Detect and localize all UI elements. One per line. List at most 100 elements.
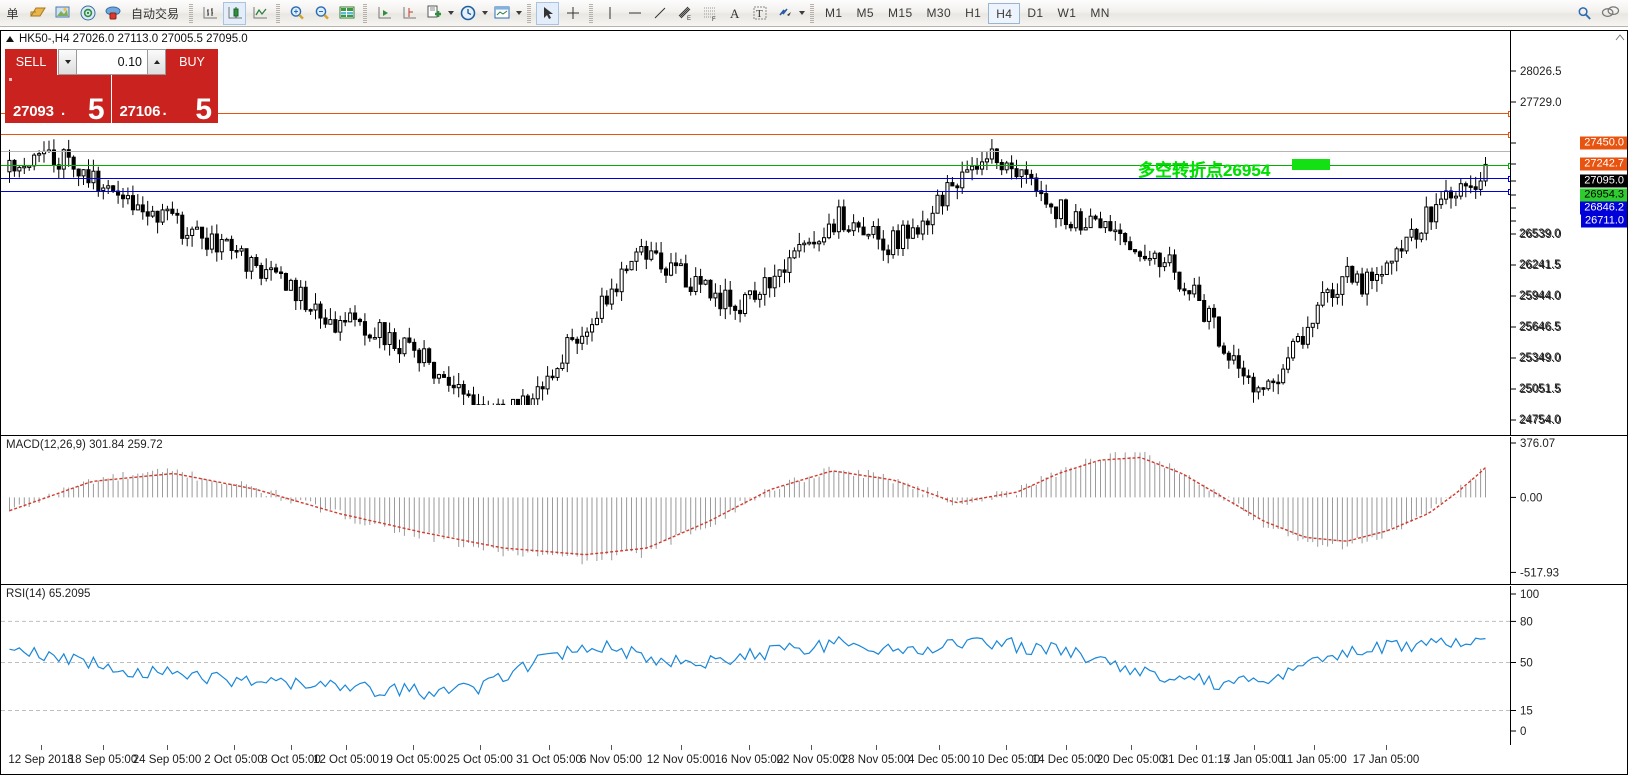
time-axis-tick: [167, 745, 168, 750]
macd-scale[interactable]: 376.07 0.00 -517.93: [1510, 437, 1627, 584]
chart-window: HK50-,H4 27026.0 27113.0 27005.5 27095.0: [0, 30, 1628, 775]
text-label-icon[interactable]: A: [723, 2, 746, 25]
fibonacci-icon[interactable]: F: [698, 2, 721, 25]
crosshair-icon[interactable]: [561, 2, 584, 25]
timeframe-m1[interactable]: M1: [825, 5, 843, 20]
price-tag-27450: 27450.0: [1580, 136, 1627, 150]
signals-icon[interactable]: [76, 2, 99, 25]
timeframe-m30[interactable]: M30: [926, 5, 952, 20]
volume-decrease-icon[interactable]: [59, 50, 77, 74]
price-scale[interactable]: 28026.5 27729.0 26539.0 26241.5 25944.0 25646…: [1510, 31, 1627, 435]
toolbar-separator: [189, 3, 194, 23]
new-order-icon[interactable]: 单: [6, 6, 19, 21]
price-plot[interactable]: 多空转折点26954: [1, 31, 1510, 435]
svg-text:A: A: [730, 6, 740, 21]
market-icon[interactable]: [101, 2, 124, 25]
rsi-series: [1, 620, 1510, 711]
collapse-triangle-icon[interactable]: [6, 36, 14, 42]
time-axis-tick: [876, 745, 877, 750]
chat-icon[interactable]: [1601, 5, 1620, 22]
time-axis-label: 8 Oct 05:00: [261, 754, 321, 766]
chevron-down-icon[interactable]: [797, 2, 806, 25]
add-indicator-icon[interactable]: [422, 2, 445, 25]
time-axis-label: 12 Sep 2018: [8, 754, 74, 766]
timeframe-d1[interactable]: D1: [1027, 5, 1044, 20]
svg-text:376.07: 376.07: [1520, 438, 1555, 450]
chart-shift-icon[interactable]: [397, 2, 420, 25]
macd-plot[interactable]: [1, 437, 1510, 584]
zoom-out-icon[interactable]: [310, 2, 333, 25]
svg-text:F: F: [712, 17, 716, 22]
timeframe-h1[interactable]: H1: [965, 5, 982, 20]
buy-button[interactable]: BUY: [166, 49, 218, 75]
chevron-down-icon[interactable]: [480, 2, 489, 25]
template-icon[interactable]: [490, 2, 513, 25]
time-axis-tick: [234, 745, 235, 750]
volume-stepper[interactable]: 0.10: [58, 49, 166, 75]
time-axis-label: 6 Nov 05:00: [579, 754, 643, 766]
equidistant-channel-icon[interactable]: E: [673, 2, 696, 25]
time-axis-label: 12 Oct 05:00: [313, 754, 379, 766]
arrows-icon[interactable]: [773, 2, 796, 25]
time-axis[interactable]: 12 Sep 2018 18 Sep 05:00 24 Sep 05:00 2 Oct…: [1, 745, 1627, 774]
timeframe-h4[interactable]: H4: [988, 2, 1021, 24]
period-clock-icon[interactable]: [456, 2, 479, 25]
data-window-icon[interactable]: [335, 2, 358, 25]
time-axis-tick: [1066, 745, 1067, 750]
toolbar-separator: [589, 3, 594, 23]
chevron-down-icon[interactable]: [446, 2, 455, 25]
price-axis-label: 25944.0: [1519, 290, 1561, 302]
price-axis-label: 26539.0: [1519, 228, 1561, 240]
horizontal-line-icon[interactable]: [623, 2, 646, 25]
price-line-26711[interactable]: [1, 189, 1510, 195]
time-axis-label: 31 Dec 01:15: [1161, 754, 1231, 766]
chevron-down-icon[interactable]: [514, 2, 523, 25]
price-axis-label: 25349.0: [1519, 352, 1561, 364]
autotrade-button[interactable]: 自动交易: [131, 6, 180, 21]
price-line-27450[interactable]: [1, 111, 1510, 117]
rsi-plot[interactable]: [1, 586, 1510, 745]
volume-increase-icon[interactable]: [147, 50, 165, 74]
time-axis-tick: [1006, 745, 1007, 750]
line-chart-icon[interactable]: [248, 2, 271, 25]
bar-chart-icon[interactable]: [198, 2, 221, 25]
svg-text:0: 0: [1520, 726, 1526, 738]
price-line-26954[interactable]: [1, 163, 1510, 169]
trendline-icon[interactable]: [648, 2, 671, 25]
price-tag-27095: 27095.0: [1580, 174, 1627, 188]
price-line-27095: [1, 151, 1510, 152]
timeframe-m15[interactable]: M15: [887, 5, 913, 20]
volume-input[interactable]: 0.10: [77, 50, 147, 74]
bid-indicator-dot: [9, 78, 12, 81]
cursor-icon[interactable]: [536, 1, 560, 25]
timeframe-m5[interactable]: M5: [856, 5, 874, 20]
candlestick-chart-icon[interactable]: [223, 1, 247, 25]
time-axis-tick: [749, 745, 750, 750]
rsi-scale[interactable]: 100 80 50 15 0: [1510, 586, 1627, 745]
svg-text:25349.0: 25349.0: [1520, 353, 1562, 365]
sell-button[interactable]: SELL: [5, 49, 58, 75]
sell-price-int: 27093: [13, 103, 54, 120]
zoom-in-icon[interactable]: [285, 2, 308, 25]
price-line-26846[interactable]: [1, 176, 1510, 182]
price-tag-26711: 26711.0: [1581, 214, 1627, 228]
folder-icon[interactable]: [26, 2, 49, 25]
price-axis-label: 25646.5: [1519, 321, 1561, 333]
time-axis-label: 22 Nov 05:00: [776, 754, 846, 766]
buy-price-dot: .: [162, 102, 167, 119]
time-axis-label: 11 Jan 05:00: [1281, 754, 1347, 766]
buy-price[interactable]: 27106 . 5: [111, 75, 218, 125]
time-axis-tick: [1386, 745, 1387, 750]
macd-series: [9, 451, 1486, 565]
one-click-trading-panel[interactable]: SELL 0.10 BUY 27093 . 5: [5, 49, 218, 125]
publish-icon[interactable]: [51, 2, 74, 25]
timeframe-mn[interactable]: MN: [1090, 5, 1110, 20]
sell-price[interactable]: 27093 . 5: [5, 75, 112, 125]
text-box-icon[interactable]: T: [748, 2, 771, 25]
chart-scroll-up-icon[interactable]: [1615, 33, 1625, 43]
price-line-27242[interactable]: [1, 132, 1510, 138]
timeframe-w1[interactable]: W1: [1057, 5, 1077, 20]
search-icon[interactable]: [1576, 5, 1593, 22]
auto-scroll-icon[interactable]: [372, 2, 395, 25]
vertical-line-icon[interactable]: [598, 2, 621, 25]
